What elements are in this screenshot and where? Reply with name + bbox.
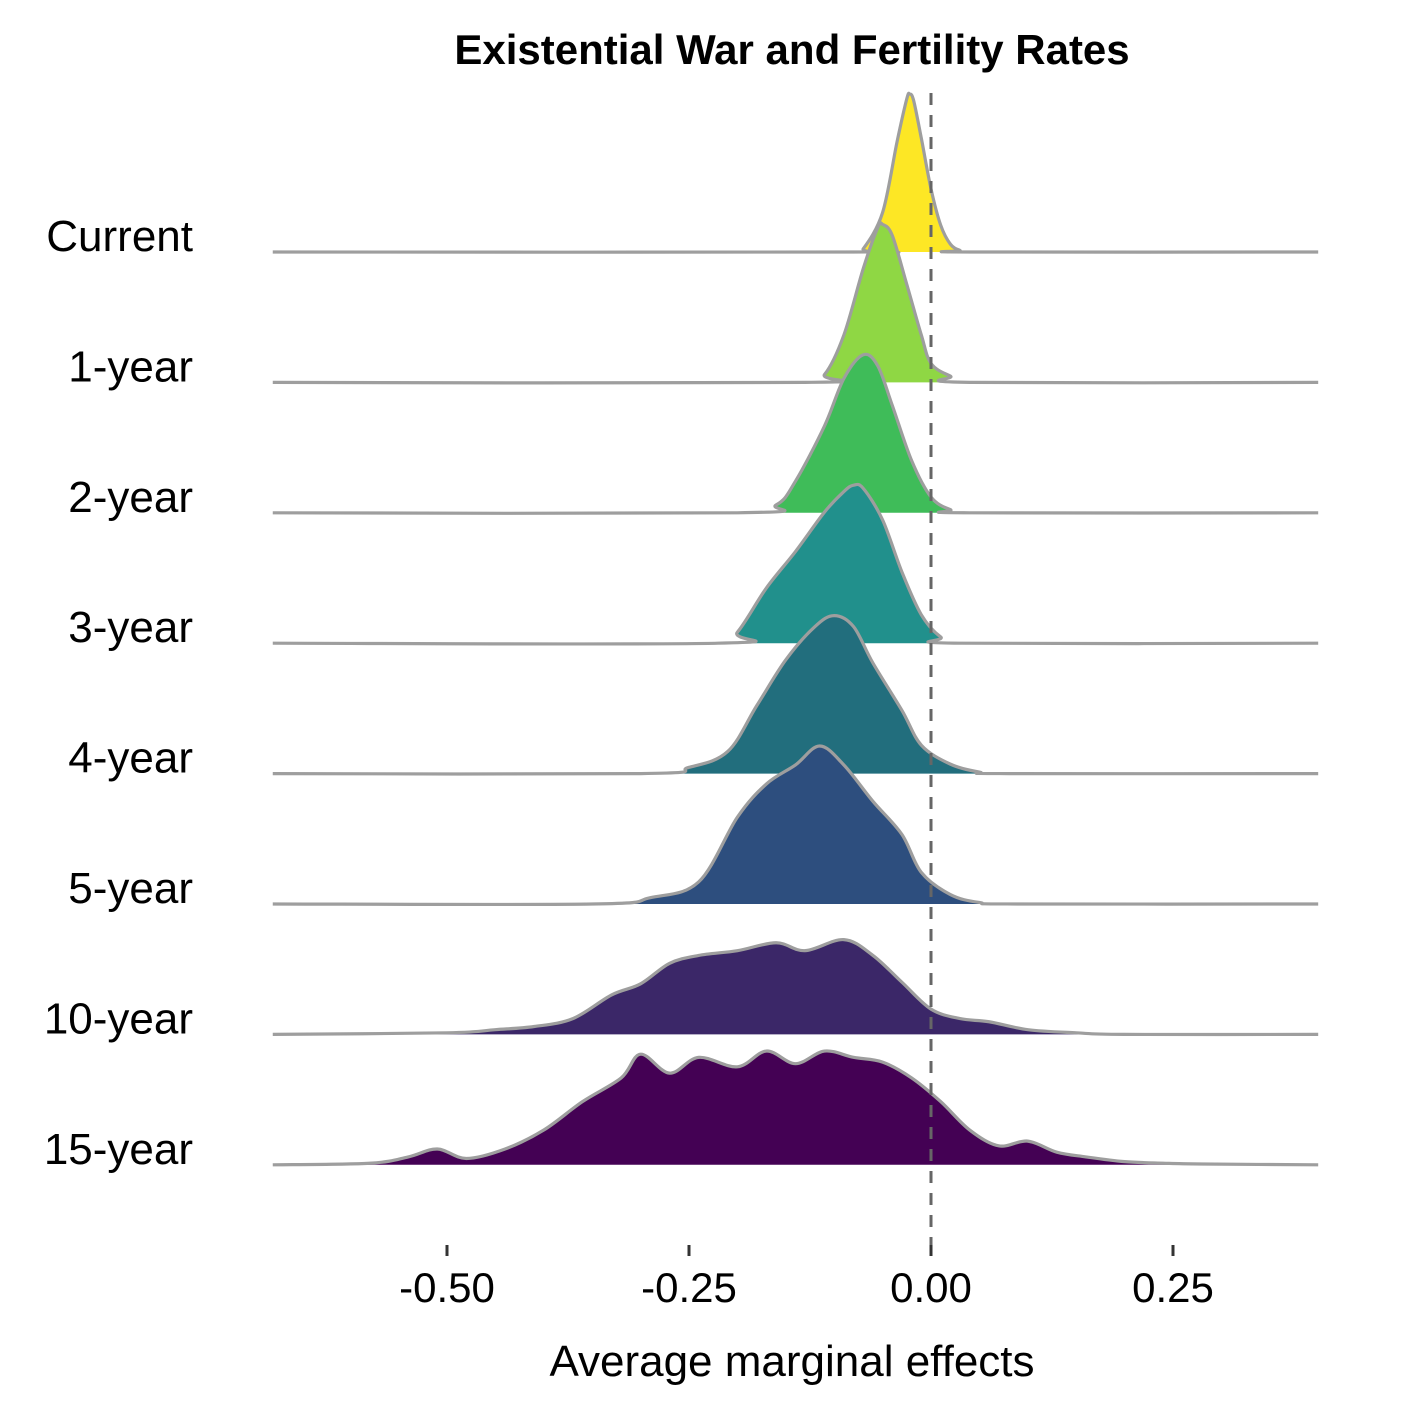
ridge-15-year (272, 1049, 1319, 1167)
y-label-4-year: 4-year (68, 734, 193, 783)
ridge-outline-3-year (272, 482, 1319, 646)
ridge-fill-10-year (272, 939, 1319, 1035)
x-axis: -0.50 -0.25 0.00 0.25 (399, 1245, 1214, 1311)
ridge-fill-1-year (272, 222, 1319, 383)
ridge-fill-15-year (272, 1050, 1319, 1165)
ridge-3-year (272, 482, 1319, 646)
ridge-fill-4-year (272, 615, 1319, 775)
ridge-5-year (272, 744, 1319, 907)
ridge-4-year (272, 614, 1319, 776)
y-label-1-year: 1-year (68, 342, 193, 391)
y-axis-labels: Current 1-year 2-year 3-year 4-year 5-year 10-… (44, 212, 193, 1174)
x-tick-label: -0.25 (641, 1264, 737, 1311)
y-label-5-year: 5-year (68, 864, 193, 913)
ridge-fill-5-year (272, 746, 1319, 905)
ridge-outline-15-year (272, 1049, 1319, 1167)
ridge-2-year (272, 352, 1319, 515)
ridge-outline-4-year (272, 614, 1319, 776)
x-axis-label: Average marginal effects (549, 1337, 1034, 1386)
ridge-outline-2-year (272, 352, 1319, 515)
ridge-fill-3-year (272, 484, 1319, 645)
ridge-fill-2-year (272, 354, 1319, 514)
ridges (272, 91, 1319, 1167)
ridge-10-year (272, 937, 1319, 1037)
y-label-15-year: 15-year (44, 1125, 193, 1174)
x-tick-label: 0.00 (890, 1264, 972, 1311)
ridge-outline-10-year (272, 937, 1319, 1037)
chart-title: Existential War and Fertility Rates (454, 26, 1129, 73)
x-tick-label: 0.25 (1132, 1264, 1214, 1311)
ridge-fill-current (272, 93, 1319, 253)
y-label-3-year: 3-year (68, 603, 193, 652)
y-label-2-year: 2-year (68, 473, 193, 522)
ridge-outline-current (272, 91, 1319, 255)
x-tick-label: -0.50 (399, 1264, 495, 1311)
ridge-1-year (272, 221, 1319, 385)
ridge-outline-5-year (272, 744, 1319, 907)
y-label-current: Current (46, 212, 193, 261)
y-label-10-year: 10-year (44, 994, 193, 1043)
ridge-current (272, 91, 1319, 255)
ridge-outline-1-year (272, 221, 1319, 385)
